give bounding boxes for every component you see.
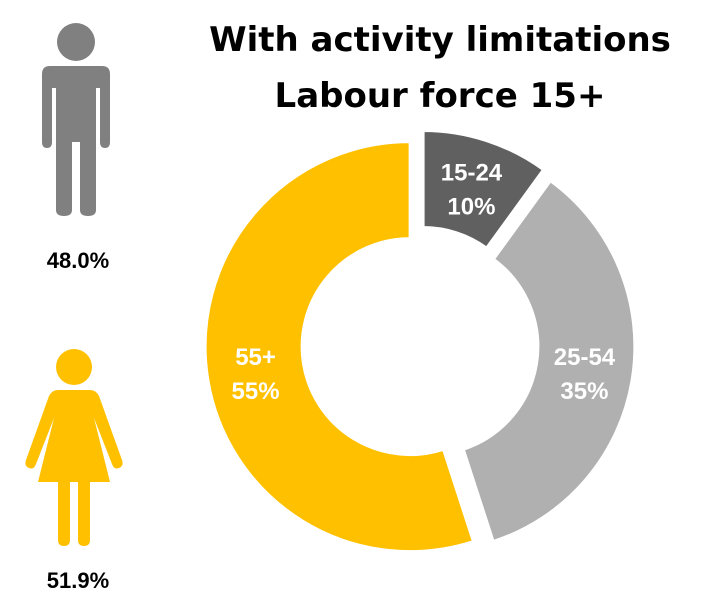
slice-label-55+: 55+ (235, 344, 276, 371)
slice-25-54 (461, 178, 637, 544)
woman-icon (25, 349, 123, 546)
women-share-value: 51.9% (46, 568, 110, 593)
slice-label-15-24: 15-24 (441, 160, 503, 187)
slice-value-15-24: 10% (447, 194, 495, 221)
man-icon (42, 23, 110, 216)
men-share-value: 48.0% (46, 248, 110, 273)
chart-title-line-2: Labour force 15+ (274, 76, 606, 116)
slice-label-25-54: 25-54 (554, 344, 616, 371)
chart-title: With activity limitations Labour force 1… (190, 12, 690, 124)
slice-15-24 (421, 128, 546, 251)
chart-title-line-1: With activity limitations (209, 20, 671, 60)
slice-value-55+: 55% (232, 378, 280, 405)
slice-value-25-54: 35% (560, 378, 608, 405)
slice-55+ (203, 140, 476, 553)
